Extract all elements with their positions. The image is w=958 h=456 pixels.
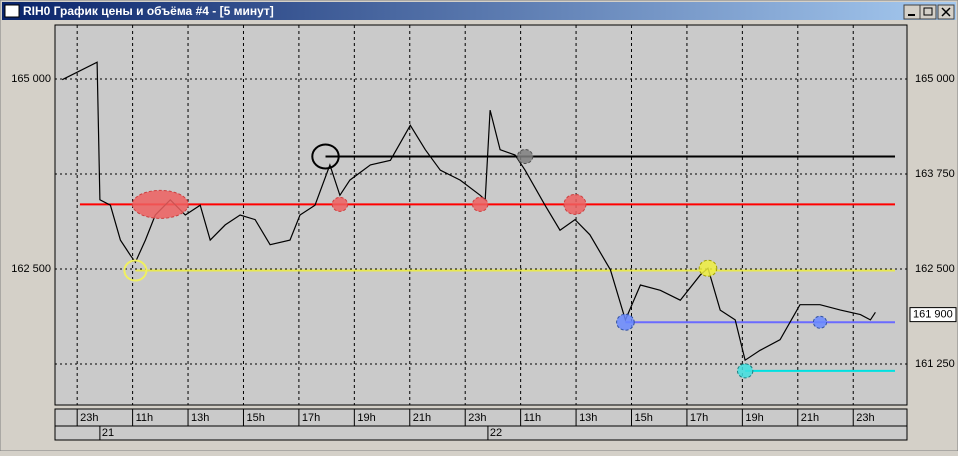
maximize-glyph [923,7,933,16]
app-icon [4,4,20,18]
x-tick-label: 21h [413,412,431,424]
marker [123,259,148,282]
x-tick-label: 23h [80,412,98,424]
marker [516,149,534,165]
x-tick-label: 11h [136,412,154,424]
marker [131,189,189,219]
right-tick-label: 161 250 [915,358,955,370]
marker [736,363,754,379]
maximize-button[interactable] [919,4,937,20]
x-tick-label: 15h [634,412,652,424]
x-tick-label: 15h [246,412,264,424]
x-tick-label: 13h [191,412,209,424]
x-tick-label: 17h [690,412,708,424]
last-price-label: 161 900 [913,309,953,321]
marker [471,196,489,212]
x-tick-label: 21h [801,412,819,424]
marker [311,143,340,170]
plot-area [54,24,908,406]
window-buttons[interactable] [903,4,955,20]
marker [812,315,828,329]
x-tick-label: 19h [745,412,763,424]
minimize-button[interactable] [903,4,921,20]
left-tick-label: 165 000 [11,73,51,85]
date-label: 21 [102,427,114,439]
x-tick-label: 23h [856,412,874,424]
x-tick-label: 23h [468,412,486,424]
x-tick-label: 13h [579,412,597,424]
left-tick-label: 162 500 [11,263,51,275]
date-axis [54,425,908,441]
right-tick-label: 162 500 [915,263,955,275]
date-label: 22 [490,427,502,439]
marker [616,313,635,331]
marker [698,259,718,277]
title-bar [2,2,956,20]
window-title: RIH0 График цены и объёма #4 - [5 минут] [23,4,274,18]
x-tick-label: 17h [302,412,320,424]
marker [563,193,587,215]
right-tick-label: 165 000 [915,73,955,85]
x-tick-label: 11h [524,412,542,424]
x-tick-label: 19h [357,412,375,424]
close-glyph [941,7,951,17]
last-price-box [909,307,957,323]
marker [331,196,349,212]
right-tick-label: 163 750 [915,168,955,180]
